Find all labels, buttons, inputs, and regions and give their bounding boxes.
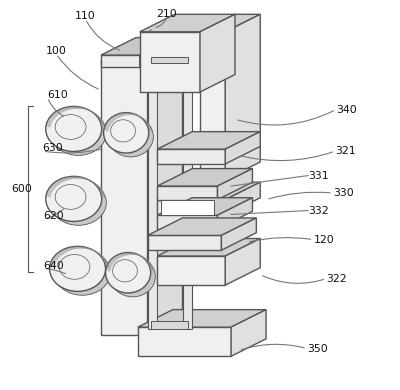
Ellipse shape	[104, 113, 149, 153]
Polygon shape	[157, 198, 252, 215]
Polygon shape	[231, 310, 266, 356]
Polygon shape	[138, 327, 231, 356]
Polygon shape	[101, 43, 182, 61]
Text: 330: 330	[333, 188, 354, 198]
Polygon shape	[225, 132, 260, 164]
FancyArrowPatch shape	[46, 209, 64, 218]
Polygon shape	[140, 32, 200, 92]
Ellipse shape	[50, 110, 106, 155]
Text: 322: 322	[326, 273, 347, 284]
Polygon shape	[218, 168, 252, 200]
Ellipse shape	[108, 117, 153, 157]
Text: 610: 610	[47, 90, 68, 100]
Polygon shape	[140, 14, 235, 32]
Text: 630: 630	[43, 144, 63, 153]
FancyArrowPatch shape	[249, 238, 311, 242]
Ellipse shape	[54, 250, 110, 295]
Polygon shape	[148, 55, 157, 329]
FancyArrowPatch shape	[46, 269, 65, 273]
FancyArrowPatch shape	[58, 56, 98, 89]
Polygon shape	[152, 57, 188, 63]
Polygon shape	[200, 14, 260, 32]
FancyArrowPatch shape	[48, 99, 64, 116]
Polygon shape	[157, 215, 218, 229]
Polygon shape	[218, 198, 252, 229]
Polygon shape	[225, 239, 260, 285]
Text: 340: 340	[336, 105, 357, 115]
Text: 332: 332	[308, 206, 329, 216]
Text: 350: 350	[307, 344, 328, 353]
Ellipse shape	[50, 180, 106, 225]
Polygon shape	[225, 182, 260, 215]
Polygon shape	[157, 200, 225, 215]
Text: 120: 120	[314, 235, 334, 245]
Polygon shape	[148, 37, 192, 55]
FancyArrowPatch shape	[156, 20, 166, 27]
Text: 620: 620	[43, 211, 64, 222]
Ellipse shape	[50, 246, 106, 291]
FancyArrowPatch shape	[238, 111, 334, 125]
Text: 600: 600	[11, 184, 32, 194]
Text: 321: 321	[335, 146, 356, 156]
Polygon shape	[200, 32, 225, 179]
Polygon shape	[152, 321, 188, 329]
Text: 331: 331	[308, 170, 329, 181]
Polygon shape	[140, 37, 175, 67]
Polygon shape	[101, 61, 148, 335]
Polygon shape	[225, 14, 260, 179]
Ellipse shape	[46, 176, 102, 222]
Polygon shape	[200, 14, 235, 92]
Polygon shape	[101, 55, 140, 67]
Ellipse shape	[106, 252, 151, 293]
Text: 210: 210	[156, 9, 177, 19]
FancyArrowPatch shape	[263, 276, 324, 284]
Polygon shape	[161, 200, 214, 215]
Polygon shape	[138, 310, 266, 327]
Polygon shape	[157, 132, 260, 149]
Polygon shape	[157, 182, 260, 200]
Polygon shape	[182, 55, 192, 329]
Polygon shape	[157, 256, 225, 285]
Polygon shape	[157, 239, 260, 256]
Text: 640: 640	[43, 261, 64, 271]
Ellipse shape	[46, 106, 102, 151]
Polygon shape	[148, 236, 221, 250]
FancyArrowPatch shape	[87, 21, 120, 50]
Polygon shape	[157, 186, 218, 200]
Polygon shape	[182, 37, 227, 55]
Polygon shape	[157, 149, 225, 164]
FancyArrowPatch shape	[242, 344, 304, 349]
Polygon shape	[148, 43, 182, 335]
Text: 110: 110	[75, 11, 96, 21]
FancyArrowPatch shape	[242, 152, 333, 161]
FancyArrowPatch shape	[45, 149, 102, 153]
Text: 100: 100	[46, 46, 67, 56]
Polygon shape	[148, 218, 256, 236]
FancyArrowPatch shape	[150, 30, 151, 31]
Polygon shape	[221, 218, 256, 250]
Polygon shape	[101, 37, 175, 55]
FancyArrowPatch shape	[269, 192, 330, 199]
Ellipse shape	[110, 256, 155, 297]
Polygon shape	[157, 168, 252, 186]
